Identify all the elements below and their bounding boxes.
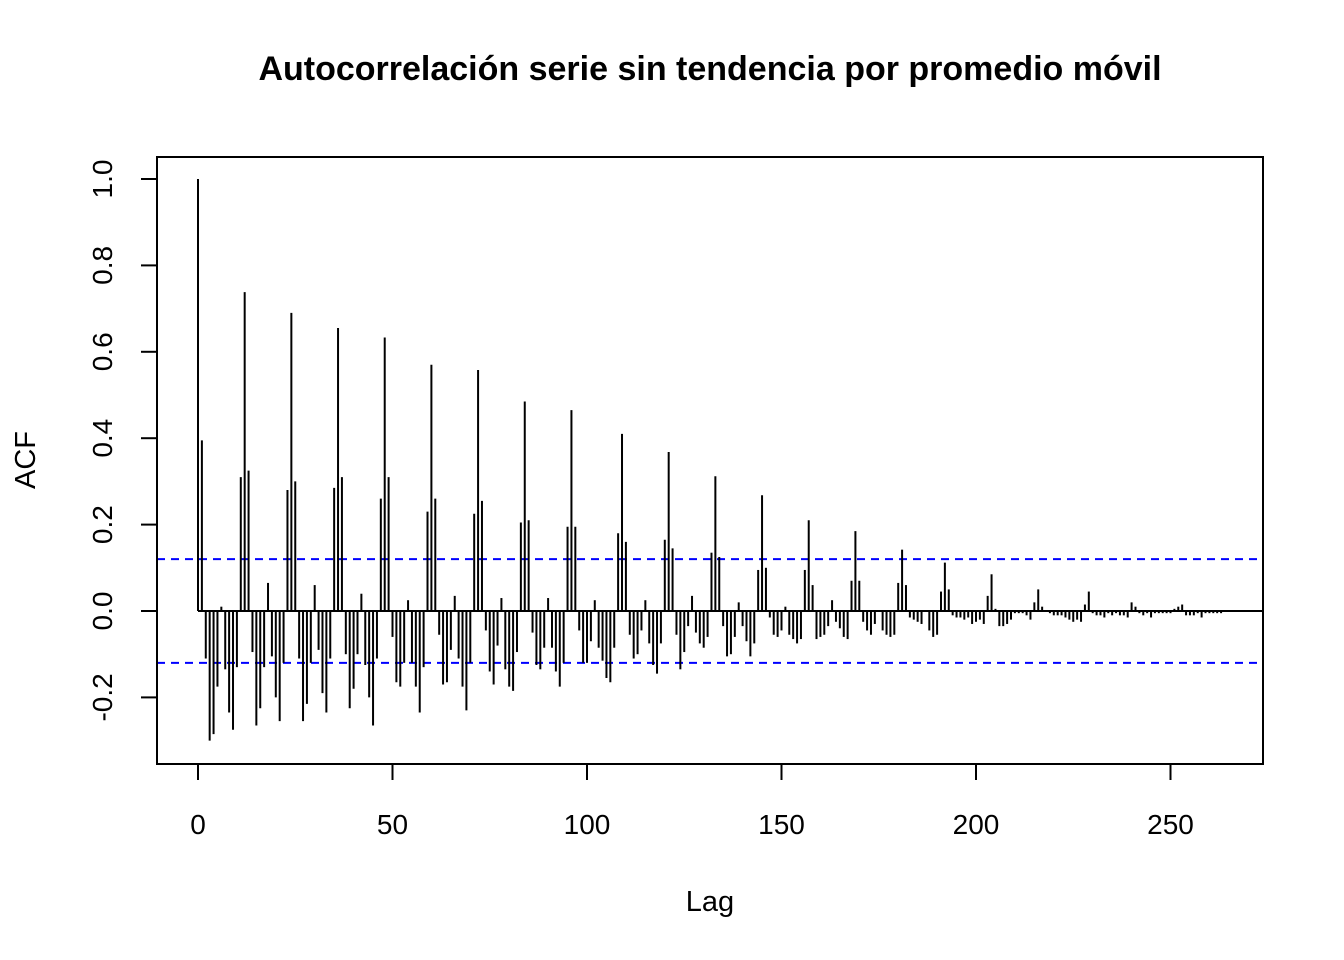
plot-frame <box>156 156 1264 765</box>
x-tick-label: 150 <box>758 809 805 840</box>
y-tick-label: 0.0 <box>87 592 118 631</box>
y-tick-label: -0.2 <box>87 673 118 721</box>
y-tick-label: 0.6 <box>87 332 118 371</box>
x-tick-label: 250 <box>1147 809 1194 840</box>
y-tick-label: 0.8 <box>87 246 118 285</box>
x-tick-label: 200 <box>953 809 1000 840</box>
y-tick-label: 0.2 <box>87 505 118 544</box>
y-tick-label: 0.4 <box>87 419 118 458</box>
x-tick-label: 50 <box>377 809 408 840</box>
chart-title: Autocorrelación serie sin tendencia por … <box>258 50 1161 88</box>
y-axis-label: ACF <box>10 431 42 489</box>
y-tick-label: 1.0 <box>87 160 118 199</box>
x-tick-label: 0 <box>190 809 206 840</box>
plot-area: 0 50 100 150 200 250 -0.2 0.0 0.2 0.4 0.6 0.8 1.0 <box>87 160 1263 840</box>
x-axis-label: Lag <box>686 886 734 918</box>
x-tick-label: 100 <box>564 809 611 840</box>
